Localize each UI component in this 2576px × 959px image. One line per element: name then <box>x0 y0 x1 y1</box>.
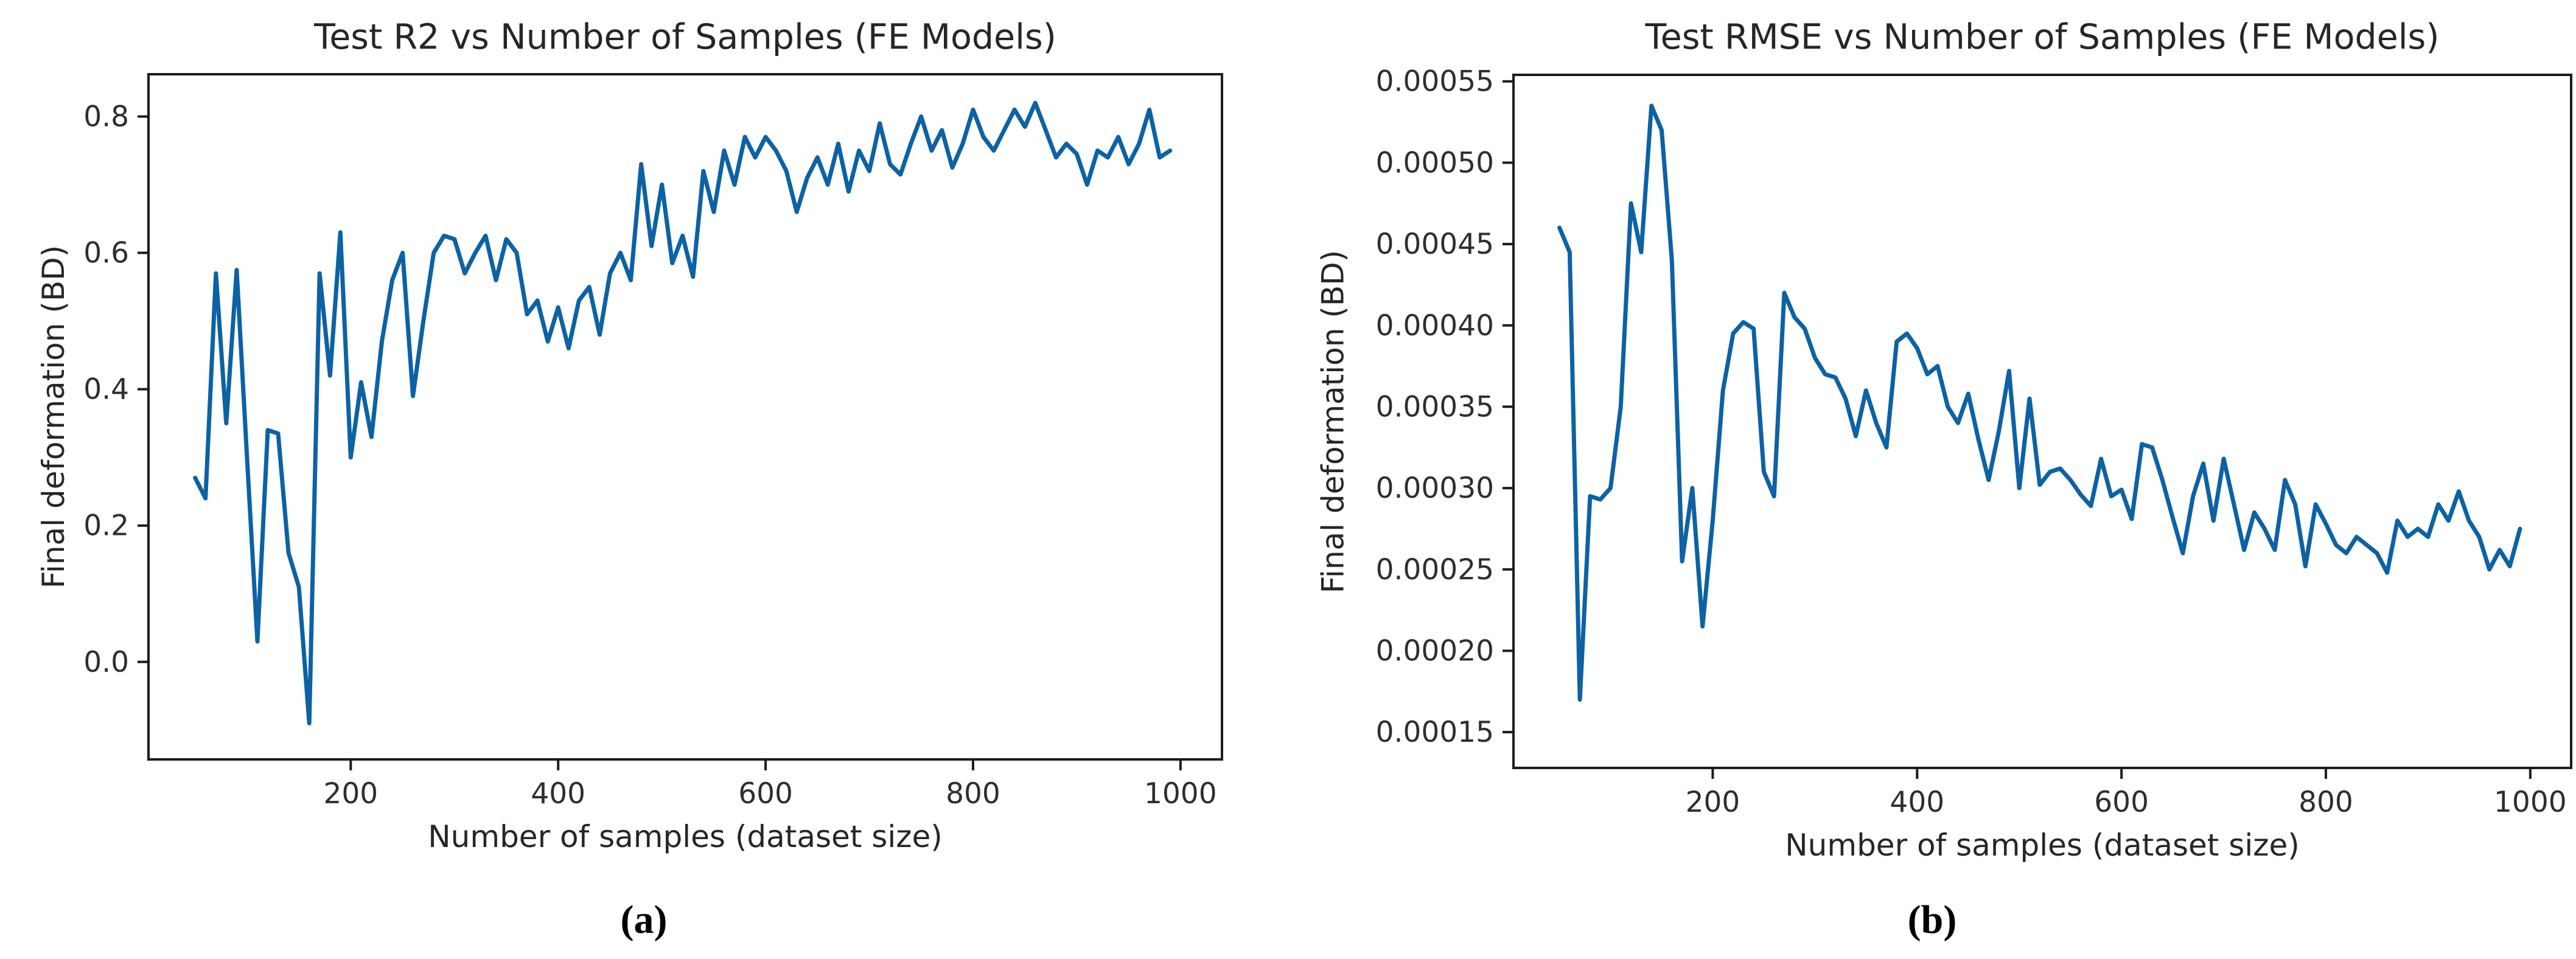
chart-a-x-tick-label: 600 <box>738 777 793 811</box>
chart-a-x-tick-label: 1000 <box>1144 777 1217 811</box>
caption-a: (a) <box>620 898 668 942</box>
chart-b-x-tick-label: 1000 <box>2494 786 2567 819</box>
chart-b-y-tick-label: 0.00050 <box>1376 146 1494 180</box>
chart-b-y-tick-label: 0.00020 <box>1376 634 1494 668</box>
chart-a-y-tick-label: 0.0 <box>83 646 129 679</box>
chart-b-y-tick-label: 0.00040 <box>1376 309 1494 343</box>
chart-a-y-axis-label: Final deformation (BD) <box>36 245 71 589</box>
chart-b-y-tick-label: 0.00030 <box>1376 472 1494 505</box>
chart-b-title: Test RMSE vs Number of Samples (FE Model… <box>1645 17 2440 57</box>
chart-b-plot-frame <box>1512 74 2572 769</box>
chart-b-x-tick-label: 800 <box>2299 786 2353 819</box>
chart-a-x-tick-label: 800 <box>946 777 1000 811</box>
chart-a-title: Test R2 vs Number of Samples (FE Models) <box>314 17 1056 57</box>
chart-a-y-tick-label: 0.2 <box>83 509 129 543</box>
chart-a-x-tick-label: 400 <box>531 777 585 811</box>
chart-b-x-tick-label: 600 <box>2094 786 2149 819</box>
chart-b-x-tick-label: 200 <box>1686 786 1740 819</box>
chart-a-x-tick-label: 200 <box>323 777 378 811</box>
chart-b-y-tick-label: 0.00035 <box>1376 390 1494 424</box>
chart-b-y-tick-label: 0.00015 <box>1376 716 1494 749</box>
chart-a-y-tick-label: 0.6 <box>83 237 129 270</box>
chart-b-y-tick-label: 0.00055 <box>1376 65 1494 99</box>
chart-b-x-tick-label: 400 <box>1890 786 1944 819</box>
chart-a-y-tick-label: 0.4 <box>83 373 129 406</box>
chart-b-data-line <box>1557 103 2522 702</box>
chart-b-y-tick-label: 0.00025 <box>1376 553 1494 587</box>
chart-b-y-tick-label: 0.00045 <box>1376 228 1494 261</box>
chart-a-y-tick-label: 0.8 <box>83 100 129 133</box>
caption-b: (b) <box>1907 898 1957 942</box>
chart-a-data-line <box>193 100 1173 726</box>
chart-a-x-axis-label: Number of samples (dataset size) <box>428 819 943 854</box>
chart-b-y-axis-label: Final deformation (BD) <box>1315 249 1351 594</box>
chart-a-plot-frame <box>147 73 1223 761</box>
chart-b-x-axis-label: Number of samples (dataset size) <box>1785 828 2300 863</box>
